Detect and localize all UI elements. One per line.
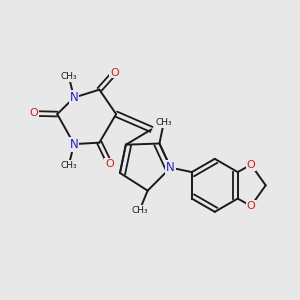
Text: CH₃: CH₃	[131, 206, 148, 215]
Text: CH₃: CH₃	[155, 118, 172, 127]
Text: O: O	[110, 68, 119, 78]
Text: O: O	[247, 160, 255, 170]
Text: N: N	[166, 161, 175, 174]
Text: N: N	[70, 138, 78, 151]
Text: N: N	[70, 91, 78, 104]
Text: CH₃: CH₃	[60, 72, 77, 81]
Text: O: O	[247, 201, 255, 211]
Text: O: O	[105, 159, 114, 169]
Text: CH₃: CH₃	[60, 161, 77, 170]
Text: O: O	[29, 109, 38, 118]
